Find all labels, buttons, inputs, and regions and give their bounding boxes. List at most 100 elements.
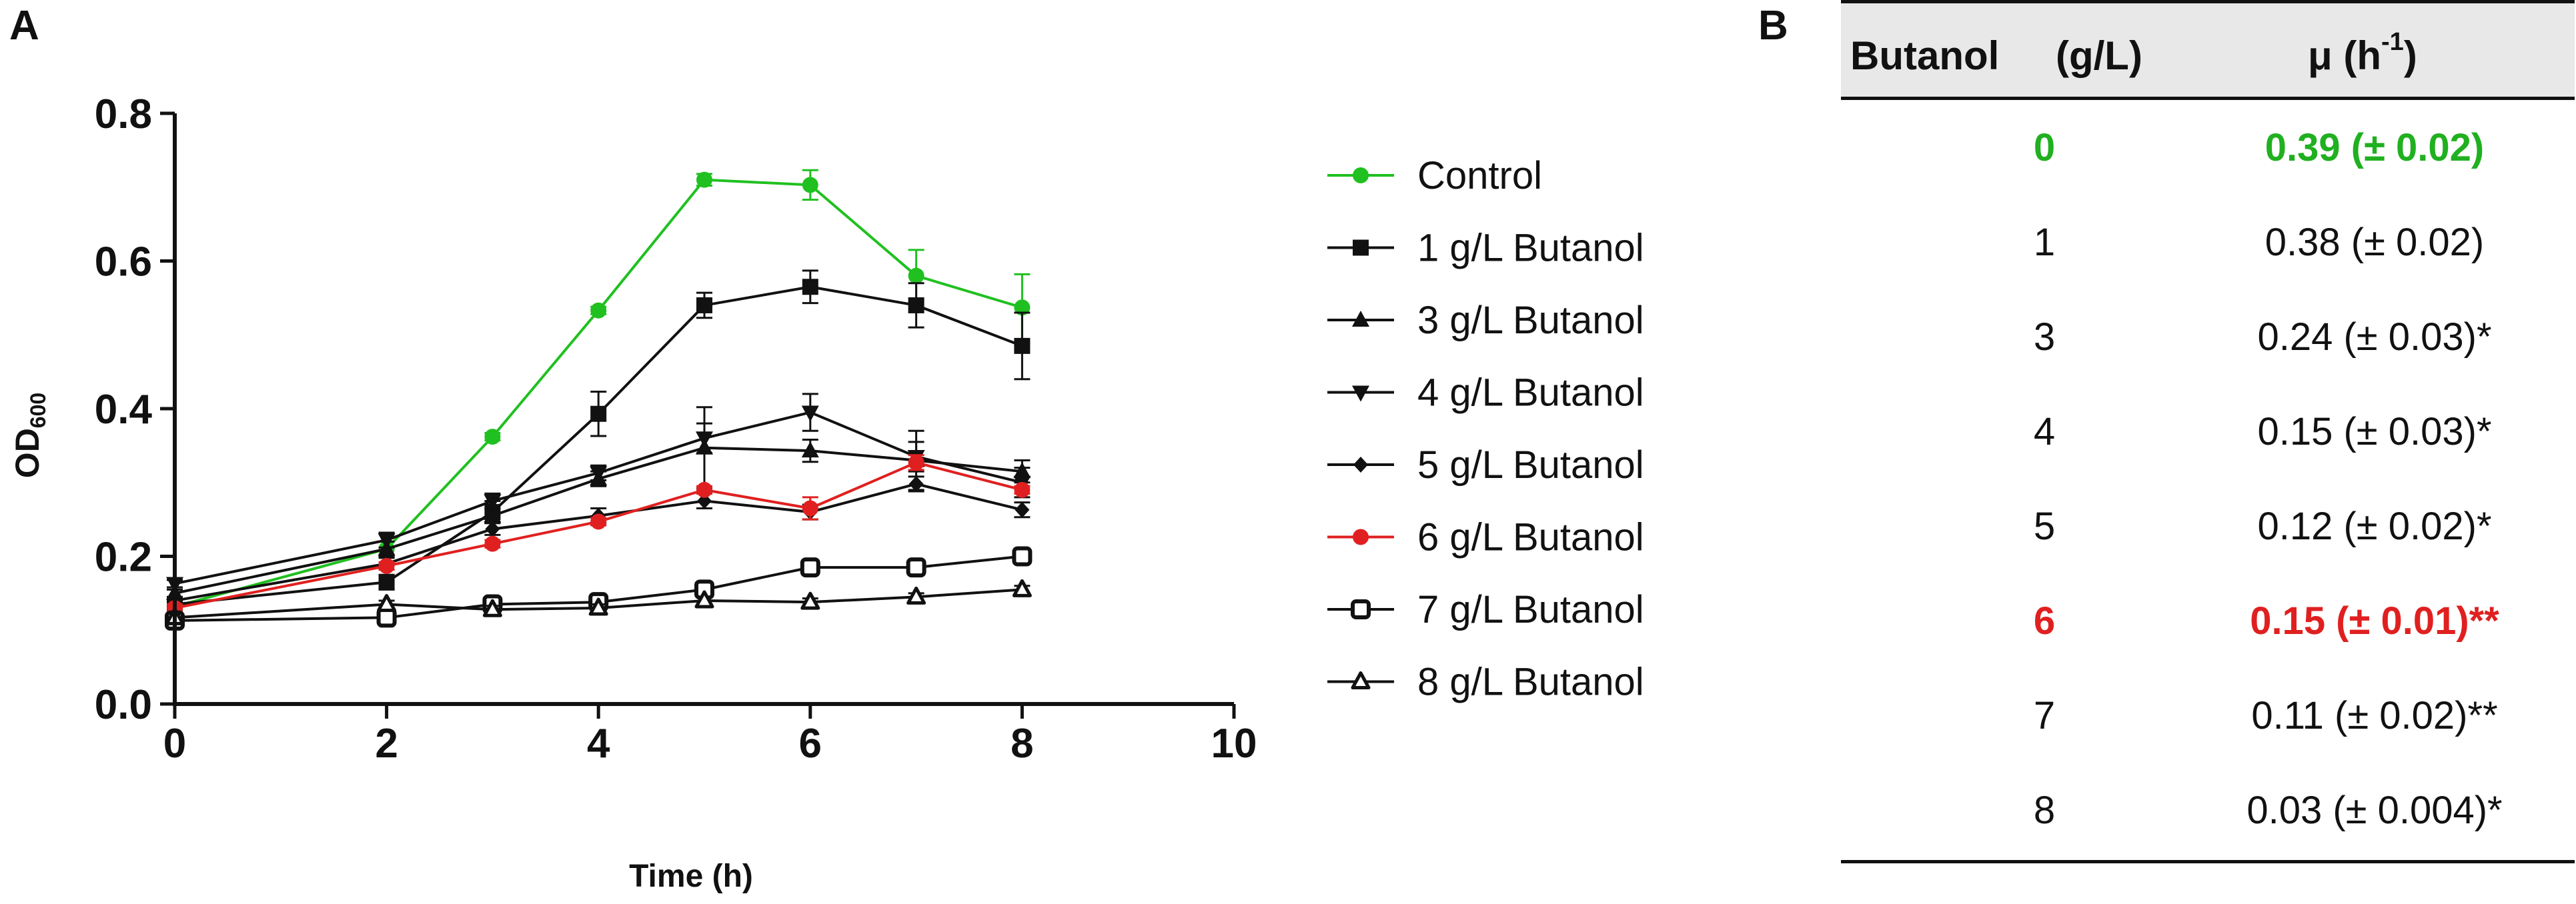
legend-label: Control [1417, 154, 1542, 197]
panel-label-a: A [9, 3, 39, 49]
butanol-concentration: 8 [2033, 789, 2056, 832]
legend-item-4: 5 g/L Butanol [1327, 443, 1644, 487]
x-tick-label: 10 [1211, 721, 1257, 767]
data-point [802, 500, 818, 517]
legend-marker [1353, 239, 1369, 256]
data-point [1012, 546, 1033, 567]
legend-item-5: 6 g/L Butanol [1327, 516, 1644, 559]
y-tick-label: 0.2 [95, 535, 152, 581]
header-mu-text: μ (h [2308, 33, 2382, 78]
data-point [588, 597, 608, 616]
data-point [1014, 337, 1031, 354]
series-7 [165, 579, 1032, 625]
data-point [484, 535, 501, 552]
data-point [694, 590, 714, 609]
table-row: 1 0.38 (± 0.02) [1841, 195, 2575, 288]
data-point [484, 494, 502, 511]
growth-rate-value: 0.15 (± 0.03)* [2257, 410, 2492, 453]
butanol-concentration: 1 [2033, 221, 2056, 264]
panel-label-b: B [1758, 3, 1788, 49]
series-line [174, 588, 1023, 619]
series-6 [165, 546, 1033, 631]
butanol-concentration: 3 [2033, 315, 2056, 359]
legend-item-7: 8 g/L Butanol [1327, 661, 1644, 704]
table-row: 3 0.24 (± 0.03)* [1841, 289, 2575, 383]
table-bottom-rule [1841, 860, 2575, 863]
data-point [801, 405, 819, 422]
header-growth-rate: μ (h-1) [2308, 28, 2417, 79]
table-row: 4 0.15 (± 0.03)* [1841, 384, 2575, 477]
data-point [484, 429, 501, 445]
series-line [174, 411, 1023, 585]
legend-marker [1353, 457, 1368, 473]
x-tick-label: 0 [163, 721, 186, 767]
legend-marker [1351, 599, 1371, 619]
data-point [1015, 501, 1030, 518]
butanol-concentration: 6 [2033, 599, 2056, 643]
data-point [1014, 481, 1031, 498]
data-point [696, 481, 712, 498]
data-point [802, 177, 818, 193]
legend-marker [1352, 385, 1369, 402]
series-line [174, 285, 1023, 606]
table-row: 5 0.12 (± 0.02)* [1841, 479, 2575, 572]
legend-label: 1 g/L Butanol [1417, 227, 1644, 270]
data-point [590, 466, 608, 483]
growth-rate-value: 0.15 (± 0.01)** [2250, 599, 2499, 643]
y-axis-title-subscript: 600 [26, 393, 50, 428]
legend-item-2: 3 g/L Butanol [1327, 299, 1644, 342]
data-point [801, 441, 819, 458]
table-row: 6 0.15 (± 0.01)** [1841, 573, 2575, 667]
data-point [378, 557, 395, 574]
butanol-concentration: 5 [2033, 505, 2056, 548]
table-row: 0 0.39 (± 0.02) [1841, 100, 2575, 193]
series-3 [166, 393, 1031, 593]
growth-rate-value: 0.11 (± 0.02)** [2251, 694, 2498, 737]
data-point [590, 302, 607, 319]
growth-rate-value: 0.24 (± 0.03)* [2257, 315, 2492, 359]
y-tick-label: 0.0 [95, 682, 152, 728]
x-tick-label: 8 [1011, 721, 1033, 767]
legend-label: 6 g/L Butanol [1417, 516, 1644, 559]
x-tick-label: 2 [375, 721, 398, 767]
data-point [590, 513, 607, 530]
data-point [377, 593, 397, 612]
growth-rate-value: 0.03 (± 0.004)* [2246, 789, 2503, 832]
legend-item-1: 1 g/L Butanol [1327, 227, 1644, 270]
data-point [906, 557, 926, 578]
header-mu-sup: -1 [2381, 28, 2404, 56]
growth-rate-value: 0.38 (± 0.02) [2265, 221, 2485, 264]
growth-line-chart: 0 2 4 6 8 10 0.0 0.2 0.4 0.6 0.8 Time (h) OD600 Cont… [9, 91, 1644, 894]
header-butanol: Butanol [1850, 33, 2000, 78]
data-point [696, 297, 712, 313]
data-point [908, 267, 924, 284]
data-point [908, 297, 924, 313]
series-line [174, 482, 1023, 602]
legend-marker [1353, 167, 1369, 183]
legend-item-3: 4 g/L Butanol [1327, 371, 1644, 415]
series-line [174, 555, 1023, 622]
legend-label: 5 g/L Butanol [1417, 443, 1644, 487]
y-tick-label: 0.4 [95, 387, 153, 433]
legend-label: 7 g/L Butanol [1417, 588, 1644, 631]
legend-item-6: 7 g/L Butanol [1327, 588, 1644, 631]
series-1 [167, 269, 1031, 613]
growth-rate-value: 0.39 (± 0.02) [2265, 126, 2485, 169]
data-point [800, 557, 820, 578]
header-mu-end: ) [2403, 33, 2417, 78]
data-point [378, 533, 396, 550]
legend-marker [1353, 529, 1369, 545]
table-row: 7 0.11 (± 0.02)** [1841, 668, 2575, 761]
x-tick-label: 4 [587, 721, 610, 767]
series-4 [167, 475, 1031, 609]
data-point [696, 171, 712, 188]
data-point [484, 506, 502, 523]
data-point [908, 454, 924, 471]
data-point [908, 475, 924, 492]
y-tick-label: 0.6 [95, 239, 152, 285]
series-line [174, 446, 1023, 595]
data-point [906, 586, 926, 605]
data-point [1012, 579, 1032, 597]
data-point [378, 574, 395, 591]
growth-rate-value: 0.12 (± 0.02)* [2257, 505, 2492, 548]
